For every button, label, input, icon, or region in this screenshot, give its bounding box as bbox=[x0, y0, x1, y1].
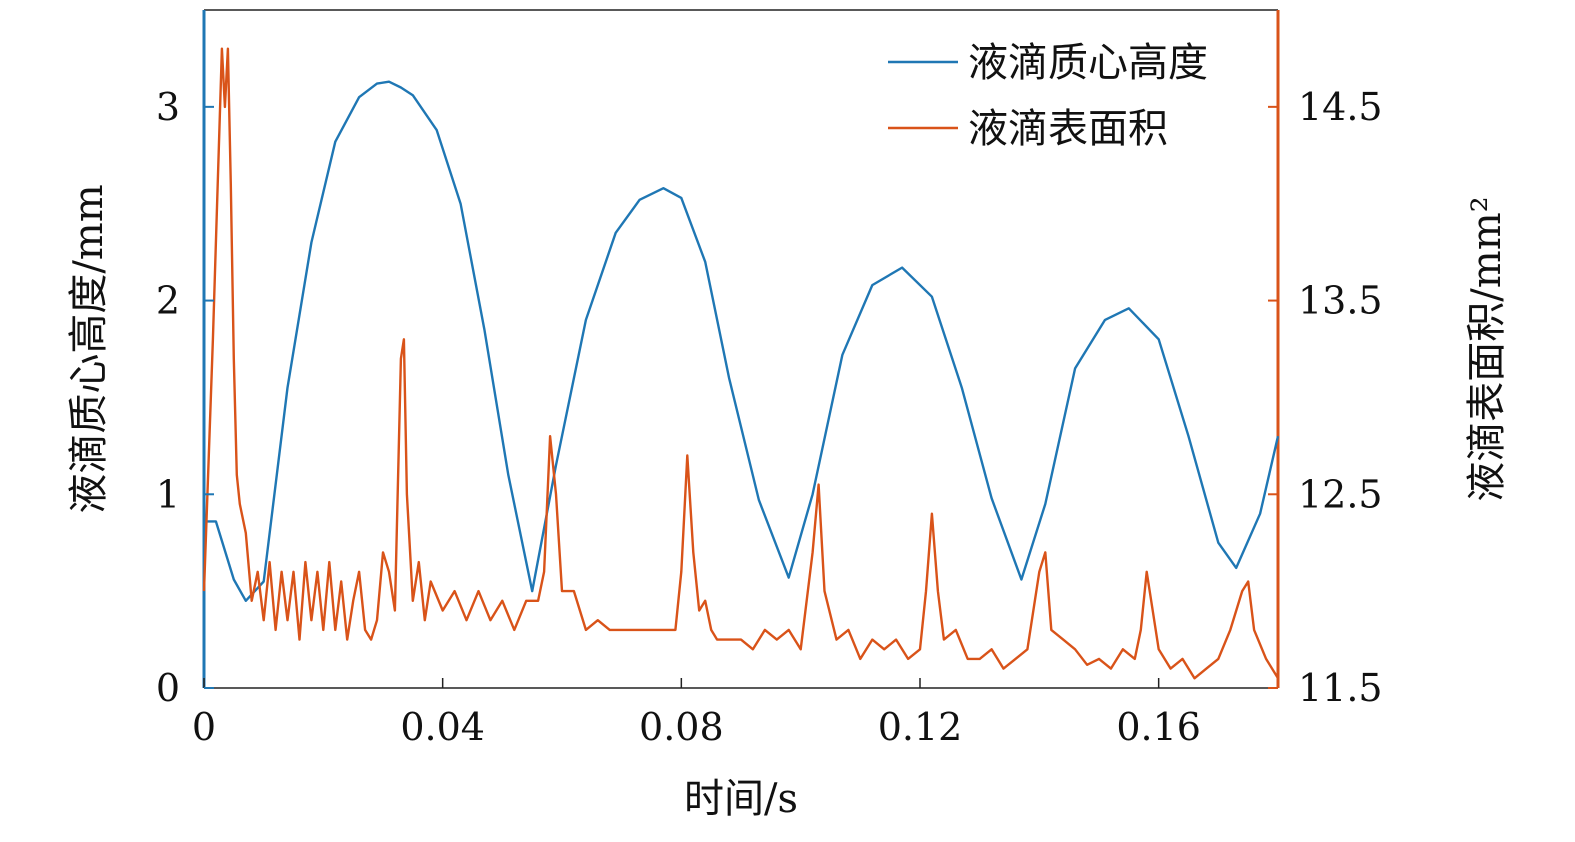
y-left-tick-label-3: 3 bbox=[156, 85, 180, 129]
legend-label-height: 液滴质心高度 bbox=[968, 40, 1208, 86]
legend-label-area: 液滴表面积 bbox=[968, 106, 1168, 152]
y-right-tick-label-3: 14.5 bbox=[1298, 85, 1383, 129]
series-line-height bbox=[204, 80, 1280, 602]
plot-frame bbox=[202, 9, 1280, 689]
y-left-tick-label-1: 1 bbox=[156, 472, 180, 516]
y-left-tick-label-2: 2 bbox=[156, 279, 180, 323]
legend: 液滴质心高度 液滴表面积 bbox=[888, 40, 1208, 152]
y-right-tick-label-0: 11.5 bbox=[1298, 666, 1383, 710]
x-tick-label-1: 0.04 bbox=[400, 705, 485, 749]
x-tick-label-3: 0.12 bbox=[878, 705, 963, 749]
ticks-layer: 0 0.04 0.08 0.12 0.16 0 1 2 3 11.5 12.5 13.5 14.5 bbox=[156, 85, 1383, 749]
y-axis-left-title: 液滴质心高度/mm bbox=[66, 184, 112, 513]
x-tick-label-0: 0 bbox=[192, 705, 216, 749]
y-left-tick-label-0: 0 bbox=[156, 666, 180, 710]
x-tick-label-4: 0.16 bbox=[1116, 705, 1201, 749]
y-axis-right-title: 液滴表面积/mm² bbox=[1464, 196, 1510, 501]
y-right-tick-label-1: 12.5 bbox=[1298, 472, 1383, 516]
series-layer bbox=[202, 47, 1280, 680]
series-line-area bbox=[202, 47, 1280, 680]
x-tick-label-2: 0.08 bbox=[639, 705, 724, 749]
x-axis-title: 时间/s bbox=[684, 776, 798, 822]
y-right-tick-label-2: 13.5 bbox=[1298, 279, 1383, 323]
